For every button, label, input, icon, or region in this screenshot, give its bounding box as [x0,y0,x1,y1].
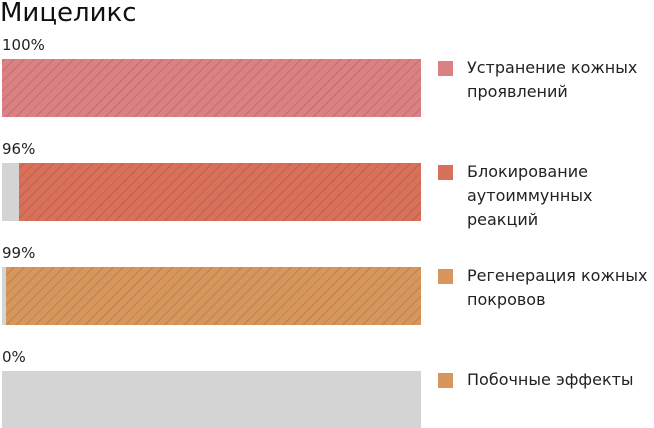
bar [6,267,421,325]
value-label: 0% [2,348,26,366]
bar [18,163,421,221]
bar [2,59,421,117]
bar-track [2,59,421,117]
legend-swatch [438,165,453,180]
bar-track [2,267,421,325]
legend-swatch [438,269,453,284]
value-label: 99% [2,244,36,262]
legend-swatch [438,61,453,76]
legend-label: Побочные эффекты [467,370,634,389]
bar-track [2,371,421,428]
bar-track [2,163,421,221]
legend-label: Устранение кожных проявлений [467,58,638,101]
legend-swatch [438,373,453,388]
chart-title: Мицеликс [0,0,137,28]
value-label: 100% [2,36,45,54]
legend-label: Блокирование аутоиммунных реакций [467,162,593,229]
legend-label: Регенерация кожных покровов [467,266,648,309]
value-label: 96% [2,140,36,158]
